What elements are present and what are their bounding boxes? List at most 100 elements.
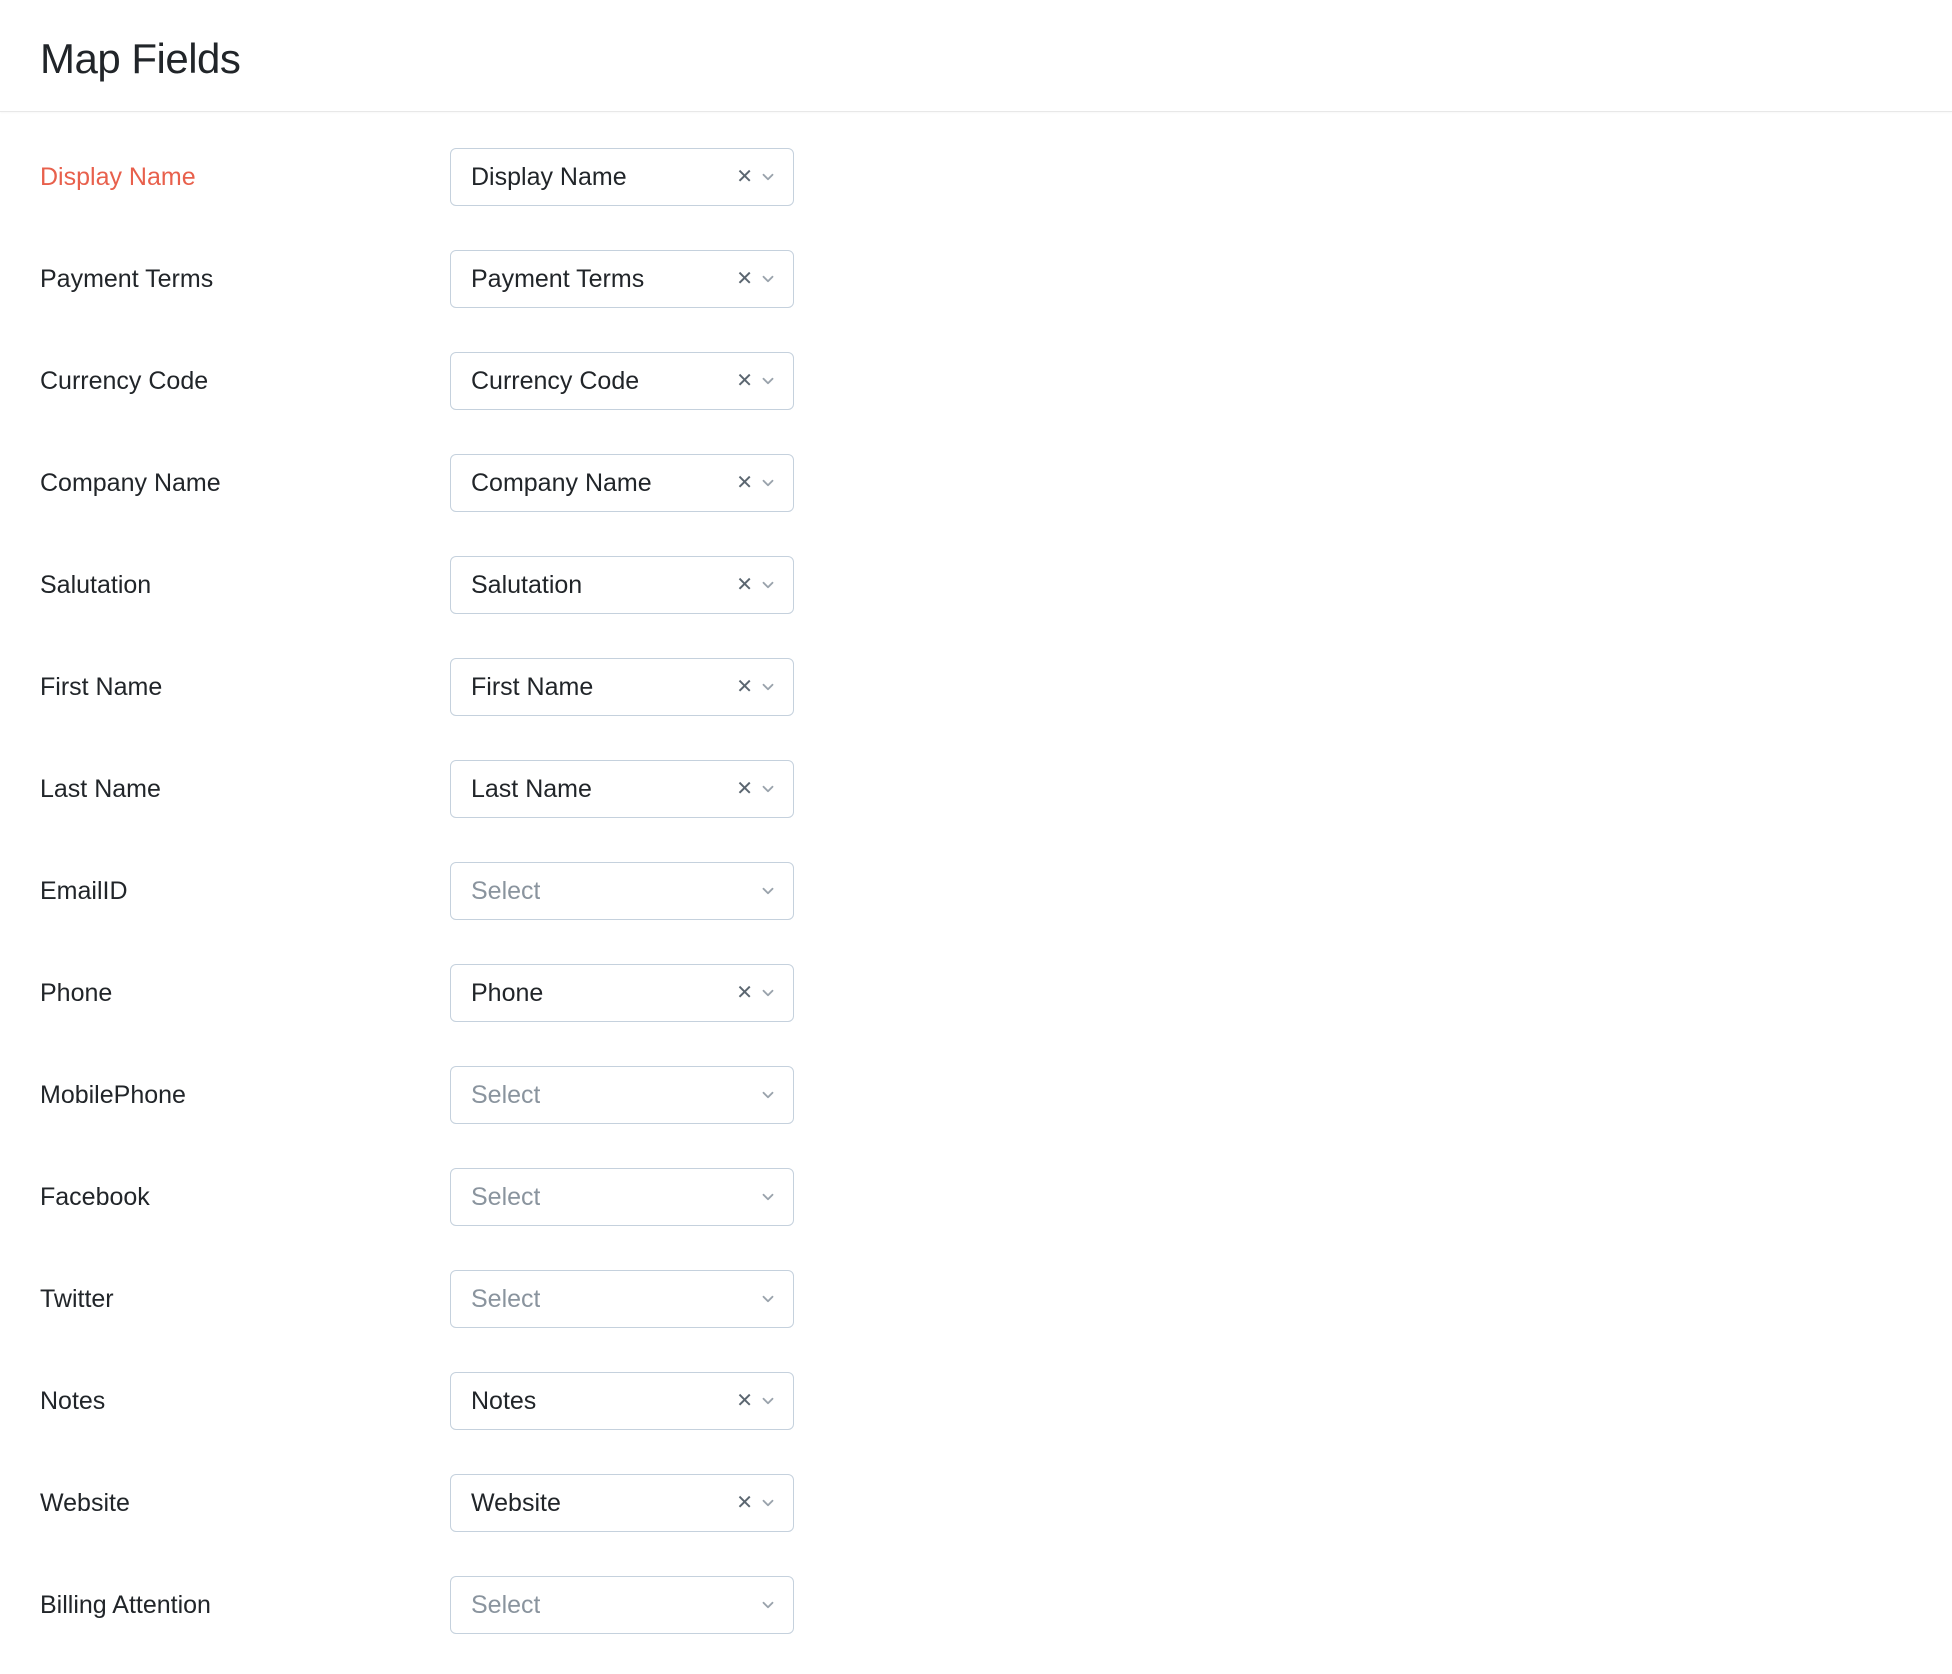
field-row-website: Website Website ✕ — [40, 1474, 1912, 1532]
page-title: Map Fields — [40, 35, 1912, 83]
select-controls: ✕ — [734, 573, 777, 597]
field-label-emailid: EmailID — [40, 877, 450, 906]
chevron-down-icon — [759, 1290, 777, 1308]
select-controls — [759, 1086, 777, 1104]
clear-icon[interactable]: ✕ — [734, 1389, 755, 1413]
chevron-down-icon — [759, 576, 777, 594]
select-controls: ✕ — [734, 471, 777, 495]
page-header: Map Fields — [0, 0, 1952, 112]
field-label-facebook: Facebook — [40, 1183, 450, 1212]
chevron-down-icon — [759, 168, 777, 186]
select-controls: ✕ — [734, 267, 777, 291]
chevron-down-icon — [759, 780, 777, 798]
field-select-display-name[interactable]: Display Name ✕ — [450, 148, 794, 206]
select-controls — [759, 1188, 777, 1206]
field-label-first-name: First Name — [40, 673, 450, 702]
select-value: Select — [471, 877, 540, 906]
select-value: Last Name — [471, 775, 592, 804]
field-select-salutation[interactable]: Salutation ✕ — [450, 556, 794, 614]
field-label-billing-attention: Billing Attention — [40, 1591, 450, 1620]
field-label-salutation: Salutation — [40, 571, 450, 600]
chevron-down-icon — [759, 1188, 777, 1206]
field-label-phone: Phone — [40, 979, 450, 1008]
select-value: Select — [471, 1285, 540, 1314]
field-label-display-name: Display Name — [40, 163, 450, 192]
select-controls: ✕ — [734, 1491, 777, 1515]
select-value: Display Name — [471, 163, 627, 192]
field-select-company-name[interactable]: Company Name ✕ — [450, 454, 794, 512]
field-row-company-name: Company Name Company Name ✕ — [40, 454, 1912, 512]
field-label-payment-terms: Payment Terms — [40, 265, 450, 294]
clear-icon[interactable]: ✕ — [734, 1491, 755, 1515]
field-select-billing-attention[interactable]: Select — [450, 1576, 794, 1634]
select-controls: ✕ — [734, 675, 777, 699]
select-value: Website — [471, 1489, 561, 1518]
field-label-mobilephone: MobilePhone — [40, 1081, 450, 1110]
field-select-facebook[interactable]: Select — [450, 1168, 794, 1226]
select-controls — [759, 1596, 777, 1614]
field-row-first-name: First Name First Name ✕ — [40, 658, 1912, 716]
select-controls: ✕ — [734, 369, 777, 393]
clear-icon[interactable]: ✕ — [734, 471, 755, 495]
select-value: Notes — [471, 1387, 536, 1416]
field-select-mobilephone[interactable]: Select — [450, 1066, 794, 1124]
select-controls — [759, 1290, 777, 1308]
field-row-payment-terms: Payment Terms Payment Terms ✕ — [40, 250, 1912, 308]
field-label-twitter: Twitter — [40, 1285, 450, 1314]
select-value: Company Name — [471, 469, 652, 498]
chevron-down-icon — [759, 1086, 777, 1104]
field-row-last-name: Last Name Last Name ✕ — [40, 760, 1912, 818]
chevron-down-icon — [759, 372, 777, 390]
chevron-down-icon — [759, 882, 777, 900]
clear-icon[interactable]: ✕ — [734, 165, 755, 189]
field-select-last-name[interactable]: Last Name ✕ — [450, 760, 794, 818]
chevron-down-icon — [759, 1596, 777, 1614]
field-row-phone: Phone Phone ✕ — [40, 964, 1912, 1022]
clear-icon[interactable]: ✕ — [734, 573, 755, 597]
field-label-notes: Notes — [40, 1387, 450, 1416]
field-label-last-name: Last Name — [40, 775, 450, 804]
field-row-display-name: Display Name Display Name ✕ — [40, 148, 1912, 206]
field-select-phone[interactable]: Phone ✕ — [450, 964, 794, 1022]
select-controls: ✕ — [734, 1389, 777, 1413]
field-row-twitter: Twitter Select — [40, 1270, 1912, 1328]
clear-icon[interactable]: ✕ — [734, 369, 755, 393]
field-row-salutation: Salutation Salutation ✕ — [40, 556, 1912, 614]
clear-icon[interactable]: ✕ — [734, 777, 755, 801]
field-select-currency-code[interactable]: Currency Code ✕ — [450, 352, 794, 410]
field-select-first-name[interactable]: First Name ✕ — [450, 658, 794, 716]
field-select-website[interactable]: Website ✕ — [450, 1474, 794, 1532]
select-controls: ✕ — [734, 777, 777, 801]
select-value: Phone — [471, 979, 543, 1008]
field-label-currency-code: Currency Code — [40, 367, 450, 396]
select-controls — [759, 882, 777, 900]
field-row-emailid: EmailID Select — [40, 862, 1912, 920]
field-select-payment-terms[interactable]: Payment Terms ✕ — [450, 250, 794, 308]
clear-icon[interactable]: ✕ — [734, 267, 755, 291]
field-row-facebook: FacebookSelect — [40, 1168, 1912, 1226]
chevron-down-icon — [759, 1392, 777, 1410]
field-row-billing-attention: Billing Attention Select — [40, 1576, 1912, 1634]
field-label-company-name: Company Name — [40, 469, 450, 498]
field-select-emailid[interactable]: Select — [450, 862, 794, 920]
map-fields-form: Display NameDisplay Name✕Payment TermsPa… — [0, 112, 1952, 1674]
chevron-down-icon — [759, 474, 777, 492]
field-row-mobilephone: MobilePhone Select — [40, 1066, 1912, 1124]
field-select-notes[interactable]: Notes ✕ — [450, 1372, 794, 1430]
field-label-website: Website — [40, 1489, 450, 1518]
select-value: Select — [471, 1591, 540, 1620]
select-value: First Name — [471, 673, 593, 702]
select-value: Salutation — [471, 571, 582, 600]
select-value: Currency Code — [471, 367, 639, 396]
chevron-down-icon — [759, 270, 777, 288]
clear-icon[interactable]: ✕ — [734, 981, 755, 1005]
field-row-notes: Notes Notes ✕ — [40, 1372, 1912, 1430]
chevron-down-icon — [759, 1494, 777, 1512]
field-row-currency-code: Currency Code Currency Code ✕ — [40, 352, 1912, 410]
select-controls: ✕ — [734, 165, 777, 189]
field-select-twitter[interactable]: Select — [450, 1270, 794, 1328]
clear-icon[interactable]: ✕ — [734, 675, 755, 699]
select-value: Payment Terms — [471, 265, 644, 294]
chevron-down-icon — [759, 678, 777, 696]
select-value: Select — [471, 1081, 540, 1110]
